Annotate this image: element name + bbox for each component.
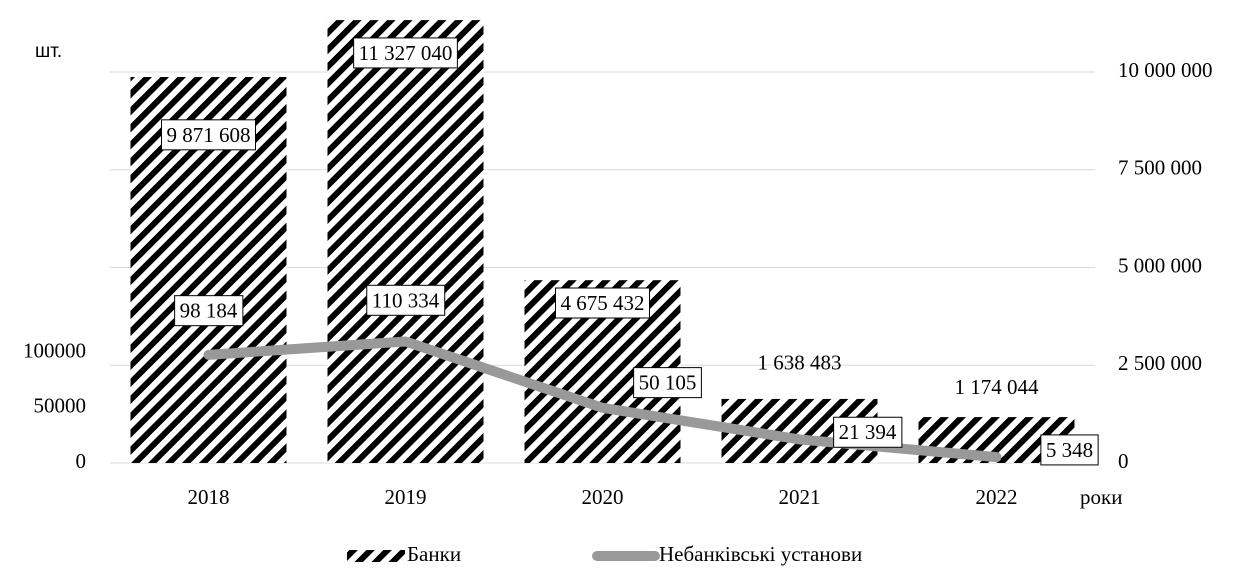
data-label: 21 394 — [839, 420, 897, 444]
y2-tick-label: 2 500 000 — [1118, 351, 1202, 375]
y2-tick-label: 10 000 000 — [1118, 58, 1213, 82]
data-label-box — [1040, 434, 1099, 466]
data-label: 11 327 040 — [359, 41, 453, 65]
bar — [327, 20, 484, 464]
y2-tick-label: 5 000 000 — [1118, 253, 1202, 277]
data-label-box — [555, 287, 650, 319]
x-tick-label: 2018 — [188, 485, 230, 509]
y-tick-label: 50000 — [34, 394, 87, 418]
data-label-box — [174, 295, 244, 327]
data-label: 1 638 483 — [758, 351, 842, 375]
data-label-box — [353, 37, 458, 69]
data-label: 50 105 — [639, 371, 697, 395]
legend-label: Банки — [407, 542, 461, 566]
x-tick-label: 2019 — [385, 485, 427, 509]
y-axis-label: шт. — [35, 41, 62, 62]
data-label: 5 348 — [1046, 438, 1093, 462]
x-tick-label: 2021 — [779, 485, 821, 509]
y2-tick-label: 7 500 000 — [1118, 156, 1202, 180]
data-label: 1 174 044 — [955, 375, 1040, 399]
y-tick-label: 100000 — [23, 339, 86, 363]
y2-tick-label: 0 — [1118, 449, 1129, 473]
x-tick-label: 2020 — [582, 485, 624, 509]
data-label: 98 184 — [180, 299, 238, 323]
data-label-box — [366, 284, 446, 316]
legend-swatch — [347, 550, 405, 562]
x-tick-label: 2022 — [976, 485, 1018, 509]
data-label-box — [161, 119, 256, 151]
data-label: 9 871 608 — [167, 123, 251, 147]
y-tick-label: 0 — [76, 449, 87, 473]
data-label-box — [633, 367, 702, 399]
legend-label: Небанківські установи — [659, 542, 862, 566]
data-label-box — [833, 416, 903, 448]
x-axis-label: роки — [1080, 485, 1122, 509]
data-label: 110 334 — [372, 288, 440, 312]
data-label: 4 675 432 — [561, 291, 645, 315]
